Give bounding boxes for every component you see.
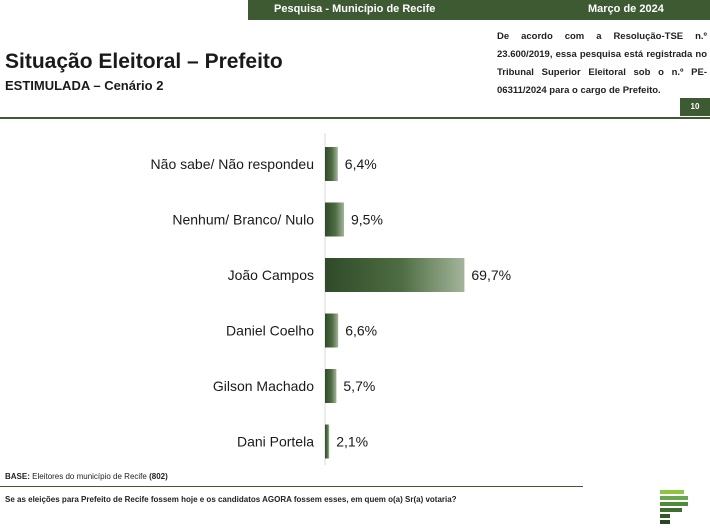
bar xyxy=(325,147,338,181)
value-label: 5,7% xyxy=(343,378,375,394)
category-label: João Campos xyxy=(228,267,314,283)
bar xyxy=(325,369,337,403)
chart-title: Situação Eleitoral – Prefeito xyxy=(5,50,283,73)
value-label: 2,1% xyxy=(336,434,368,450)
bar-group: Não sabe/ Não respondeu 6,4% Nenhum/ Branc… xyxy=(151,147,511,459)
base-label: BASE: xyxy=(5,472,30,481)
top-header-bar: Pesquisa - Município de Recife Março de … xyxy=(248,0,710,20)
bar xyxy=(325,258,465,292)
category-label: Dani Portela xyxy=(237,434,314,450)
header-divider xyxy=(0,117,710,119)
base-sample-size: (802) xyxy=(149,472,168,481)
value-label: 69,7% xyxy=(471,267,511,283)
category-label: Nenhum/ Branco/ Nulo xyxy=(172,212,314,228)
category-label: Gilson Machado xyxy=(213,378,314,394)
value-label: 6,4% xyxy=(345,156,377,172)
category-label: Daniel Coelho xyxy=(226,323,314,339)
tse-registration-note: De acordo com a Resolução-TSE n.º 23.600… xyxy=(497,31,707,96)
bar xyxy=(325,313,339,348)
bar xyxy=(325,202,344,237)
survey-date: Março de 2024 xyxy=(588,3,664,15)
survey-question: Se as eleições para Prefeito de Recife f… xyxy=(5,495,457,504)
value-label: 6,6% xyxy=(345,323,377,339)
base-note: BASE: Eleitores do município de Recife (… xyxy=(5,472,168,481)
value-label: 9,5% xyxy=(351,212,383,228)
bar-chart: Não sabe/ Não respondeu 6,4% Nenhum/ Branc… xyxy=(151,133,511,465)
bar xyxy=(325,424,330,459)
base-text: Eleitores do município de Recife xyxy=(32,472,147,481)
survey-label: Pesquisa - Município de Recife xyxy=(274,3,436,15)
footer-divider xyxy=(0,486,583,487)
brand-logo-icon xyxy=(660,490,688,524)
category-label: Não sabe/ Não respondeu xyxy=(151,156,314,172)
chart-subtitle: ESTIMULADA – Cenário 2 xyxy=(5,78,164,93)
page-number-badge: 10 xyxy=(680,98,710,116)
